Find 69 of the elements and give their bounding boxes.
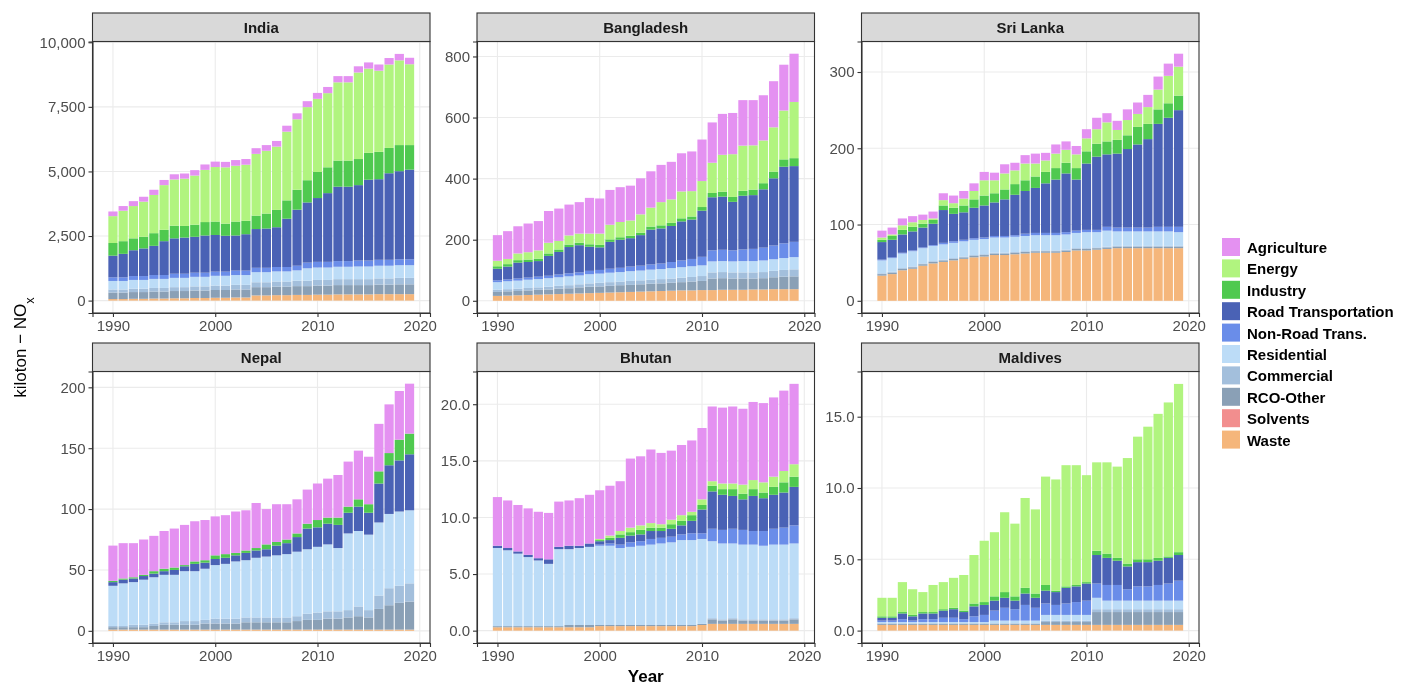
y-tick-label: 7,500 bbox=[47, 98, 86, 116]
legend-label: Non-Road Trans. bbox=[1247, 324, 1368, 342]
x-tick-label: 2010 bbox=[685, 316, 720, 334]
y-tick-label: 50 bbox=[68, 561, 86, 579]
x-tick-label: 2020 bbox=[788, 646, 822, 664]
x-tick-label: 2010 bbox=[1070, 646, 1104, 664]
chart-title: India bbox=[243, 18, 280, 36]
x-tick-label: 2020 bbox=[403, 316, 437, 334]
y-tick-label: 100 bbox=[829, 215, 855, 233]
x-tick-label: 2000 bbox=[199, 316, 233, 334]
x-tick-label: 1990 bbox=[96, 316, 131, 334]
y-tick-label: 800 bbox=[444, 47, 470, 65]
y-tick-label: 5.0 bbox=[833, 550, 855, 568]
legend-label: Road Transportation bbox=[1247, 302, 1394, 320]
x-tick-label: 2010 bbox=[301, 316, 335, 334]
y-tick-label: 0 bbox=[77, 622, 86, 640]
legend-label: Residential bbox=[1247, 345, 1328, 363]
x-tick-label: 2000 bbox=[199, 646, 233, 664]
chart-title: Bangladesh bbox=[603, 18, 689, 36]
chart-title: Bhutan bbox=[619, 348, 672, 366]
x-tick-label: 2020 bbox=[1172, 646, 1206, 664]
legend-label: Solvents bbox=[1247, 409, 1310, 427]
x-tick-label: 1990 bbox=[481, 646, 515, 664]
x-tick-label: 2000 bbox=[583, 316, 617, 334]
y-tick-label: 150 bbox=[60, 439, 86, 457]
legend-label: Waste bbox=[1247, 431, 1291, 449]
y-tick-label: 0.0 bbox=[833, 621, 855, 639]
y-tick-label: 10,000 bbox=[39, 33, 86, 51]
x-tick-label: 2020 bbox=[403, 646, 437, 664]
x-tick-label: 2000 bbox=[968, 316, 1002, 334]
x-tick-label: 2000 bbox=[583, 646, 617, 664]
y-tick-label: 2,500 bbox=[47, 227, 86, 245]
x-tick-label: 1990 bbox=[865, 316, 900, 334]
chart-title: Sri Lanka bbox=[996, 18, 1065, 36]
y-tick-label: 600 bbox=[444, 108, 470, 126]
y-tick-label: 0.0 bbox=[449, 621, 470, 639]
chart-title: Nepal bbox=[240, 348, 282, 366]
legend-label: Agriculture bbox=[1247, 238, 1328, 256]
legend-label: Commercial bbox=[1247, 366, 1333, 384]
legend-label: Energy bbox=[1247, 259, 1299, 277]
y-tick-label: 5,000 bbox=[47, 162, 86, 180]
y-tick-label: 10.0 bbox=[440, 508, 470, 526]
y-tick-label: 0 bbox=[77, 291, 86, 309]
x-tick-label: 2010 bbox=[1070, 316, 1104, 334]
y-tick-label: 0 bbox=[461, 292, 470, 310]
x-axis-title: Year bbox=[627, 667, 665, 686]
x-tick-label: 2020 bbox=[788, 316, 822, 334]
x-tick-label: 1990 bbox=[865, 646, 900, 664]
y-tick-label: 10.0 bbox=[825, 479, 855, 497]
y-tick-label: 0 bbox=[846, 292, 855, 310]
y-tick-label: 20.0 bbox=[440, 395, 470, 413]
chart-title: Maldives bbox=[998, 348, 1062, 366]
y-tick-label: 200 bbox=[444, 231, 470, 248]
y-tick-label: 15.0 bbox=[825, 408, 855, 425]
y-tick-label: 300 bbox=[829, 63, 855, 81]
y-tick-label: 400 bbox=[444, 169, 470, 187]
y-tick-label: 5.0 bbox=[449, 565, 470, 583]
y-tick-label: 200 bbox=[60, 378, 86, 396]
y-tick-label: 15.0 bbox=[440, 452, 470, 470]
x-tick-label: 1990 bbox=[96, 646, 131, 664]
x-tick-label: 2020 bbox=[1172, 316, 1206, 334]
x-tick-label: 2010 bbox=[685, 646, 720, 664]
legend-label: RCO-Other bbox=[1247, 388, 1326, 406]
x-tick-label: 2000 bbox=[968, 646, 1002, 664]
y-tick-label: 100 bbox=[60, 500, 86, 518]
y-tick-label: 200 bbox=[829, 139, 855, 157]
x-tick-label: 1990 bbox=[481, 316, 515, 334]
x-tick-label: 2010 bbox=[301, 646, 335, 664]
legend-label: Industry bbox=[1247, 281, 1307, 299]
